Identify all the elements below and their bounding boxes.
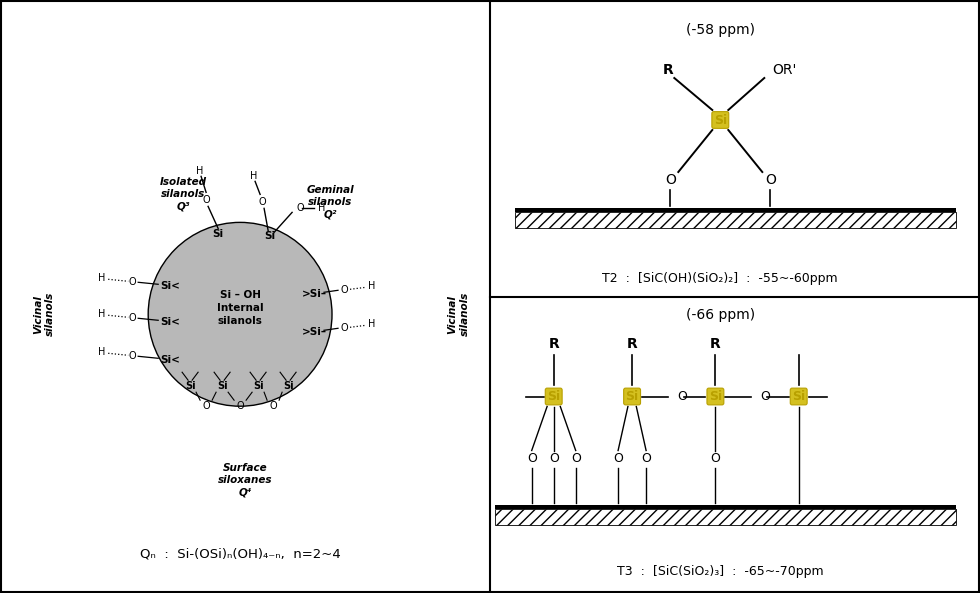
Text: O: O [664, 173, 676, 187]
Bar [514, 208, 956, 212]
Text: H: H [318, 203, 325, 213]
Text: Vicinal
silanols: Vicinal silanols [33, 292, 55, 336]
Text: H: H [99, 347, 106, 358]
Text: Qₙ  :  Si-(OSi)ₙ(OH)₄₋ₙ,  n=2~4: Qₙ : Si-(OSi)ₙ(OH)₄₋ₙ, n=2~4 [140, 548, 340, 561]
Text: O: O [259, 197, 266, 208]
Text: O: O [202, 401, 210, 411]
Bar [514, 212, 956, 228]
Text: Vicinal
silanols: Vicinal silanols [448, 292, 469, 336]
Text: O: O [128, 278, 136, 287]
Bar [495, 505, 956, 509]
Text: R: R [549, 337, 559, 352]
Text: Si: Si [185, 381, 195, 391]
Text: Si: Si [253, 381, 264, 391]
Text: >Si–: >Si– [302, 327, 327, 337]
Text: H: H [368, 281, 375, 291]
Text: O: O [340, 285, 348, 295]
Text: O: O [236, 401, 244, 411]
Text: O: O [296, 203, 304, 213]
Text: Si: Si [217, 381, 227, 391]
Text: (-66 ppm): (-66 ppm) [686, 308, 755, 321]
Text: Surface
siloxanes
Q⁴: Surface siloxanes Q⁴ [218, 463, 272, 498]
Text: H: H [196, 167, 204, 176]
Text: R: R [662, 63, 673, 77]
Text: O: O [764, 173, 776, 187]
Text: O: O [527, 452, 537, 465]
Circle shape [148, 222, 332, 406]
Text: (-58 ppm): (-58 ppm) [686, 23, 755, 37]
Text: Si: Si [265, 231, 275, 241]
Text: R: R [710, 337, 720, 352]
Text: Si: Si [547, 390, 561, 403]
Text: Si: Si [625, 390, 639, 403]
Text: H: H [99, 273, 106, 283]
Text: R: R [627, 337, 637, 352]
Text: O: O [641, 452, 651, 465]
Text: O: O [340, 323, 348, 333]
Text: Si<: Si< [160, 317, 180, 327]
Text: >Si–: >Si– [302, 289, 327, 299]
Text: Geminal
silanols
Q²: Geminal silanols Q² [307, 185, 354, 220]
Text: Si: Si [792, 390, 806, 403]
Text: OR': OR' [772, 63, 797, 77]
Text: Si: Si [709, 390, 722, 403]
Text: Si<: Si< [160, 355, 180, 365]
Text: Si: Si [283, 381, 293, 391]
Text: O: O [270, 401, 277, 411]
Text: O: O [128, 351, 136, 361]
Text: O: O [549, 452, 559, 465]
Text: H: H [368, 319, 375, 329]
Text: O: O [757, 390, 771, 403]
Text: Si – OH
Internal
silanols: Si – OH Internal silanols [217, 290, 264, 327]
Text: T2  :  [SiC(OH)(SiO₂)₂]  :  -55~-60ppm: T2 : [SiC(OH)(SiO₂)₂] : -55~-60ppm [603, 272, 838, 285]
Text: O: O [128, 313, 136, 323]
Text: O: O [710, 452, 720, 465]
Text: H: H [99, 310, 106, 319]
Text: Isolated
silanols
Q³: Isolated silanols Q³ [160, 177, 207, 212]
Text: O: O [202, 195, 210, 205]
Text: Si<: Si< [160, 281, 180, 291]
Text: Si: Si [713, 113, 727, 126]
Text: T3  :  [SiC(SiO₂)₃]  :  -65~-70ppm: T3 : [SiC(SiO₂)₃] : -65~-70ppm [617, 565, 823, 578]
Text: Si: Si [213, 229, 223, 240]
Text: O: O [570, 452, 580, 465]
Text: O: O [674, 390, 688, 403]
Bar [495, 509, 956, 524]
Text: O: O [613, 452, 623, 465]
Text: H: H [251, 171, 258, 181]
